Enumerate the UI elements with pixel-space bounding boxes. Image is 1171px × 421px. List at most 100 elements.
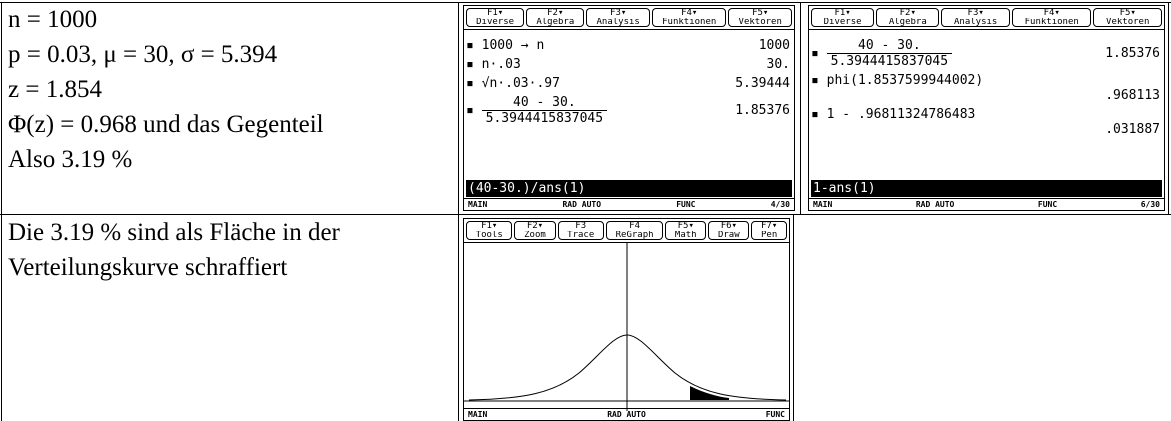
label: Vektoren: [729, 18, 791, 27]
result: 5.39444: [735, 76, 790, 91]
key: F3▾: [942, 9, 1009, 18]
toolbar-button[interactable]: F4▾Funktionen: [1012, 8, 1091, 27]
label: Trace: [559, 231, 603, 240]
numerator: 40 - 30.: [854, 38, 925, 53]
fraction: 40 - 30.5.3944415837045: [827, 38, 952, 69]
key: F1▾: [467, 222, 511, 231]
label: Vektoren: [1094, 18, 1161, 27]
status-item: FUNC: [766, 409, 785, 420]
label: Math: [666, 231, 705, 240]
input-text: 1 - .96811324786483: [827, 107, 976, 122]
toolbar-button[interactable]: F3▾Analysis: [941, 8, 1010, 27]
key: F5▾: [666, 222, 705, 231]
key: F3▾: [587, 9, 649, 18]
key: F7▾: [752, 222, 786, 231]
table-border: [1168, 2, 1169, 214]
toolbar-button[interactable]: F6▾Draw: [708, 221, 749, 240]
input-text: √n·.03·.97: [482, 76, 560, 91]
result: 1.85376: [735, 103, 790, 118]
key: F4▾: [1013, 9, 1090, 18]
entry-line[interactable]: 1-ans(1): [811, 180, 1162, 197]
toolbar-button[interactable]: F5▾Vektoren: [1093, 8, 1162, 27]
status-item: MAIN: [468, 199, 487, 210]
history-entry: ▪ 40 - 30.5.3944415837045 1.85376: [466, 95, 790, 126]
result: .968113: [811, 88, 1160, 103]
caption-line: Die 3.19 % sind als Fläche in der: [8, 215, 340, 250]
input: ▪ 40 - 30.5.3944415837045: [466, 95, 607, 126]
table-border: [1, 2, 2, 421]
toolbar-button[interactable]: F2▾Zoom: [514, 221, 555, 240]
input-text: n·.03: [482, 57, 521, 72]
toolbar: F1▾ToolsF2▾ZoomF3TraceF4ReGraphF5▾MathF6…: [464, 219, 789, 243]
input-text: 1000 → n: [482, 38, 545, 53]
key: F6▾: [709, 222, 748, 231]
label: Zoom: [515, 231, 554, 240]
status-item: MAIN: [813, 199, 832, 210]
history-entry: ▪ √n·.03·.97 5.39444: [466, 76, 790, 91]
key: F4: [607, 222, 662, 231]
page: n = 1000p = 0.03, μ = 30, σ = 5.394z = 1…: [0, 0, 1171, 421]
label: ReGraph: [607, 231, 662, 240]
label: Draw: [709, 231, 748, 240]
label: Funktionen: [653, 18, 725, 27]
label: Diverse: [467, 18, 523, 27]
calculator-screen: F1▾DiverseF2▾AlgebraF3▾AnalysisF4▾Funkti…: [808, 5, 1165, 211]
input: ▪ 1 - .96811324786483: [811, 107, 975, 122]
toolbar-button[interactable]: F2▾Algebra: [876, 8, 939, 27]
toolbar-button[interactable]: F7▾Pen: [751, 221, 787, 240]
label: Funktionen: [1013, 18, 1090, 27]
result: .031887: [811, 122, 1160, 137]
note-line: Φ(z) = 0.968 und das Gegenteil: [8, 107, 324, 142]
status-item: FUNC: [676, 199, 695, 210]
denominator: 5.3944415837045: [482, 110, 607, 126]
table-border: [793, 214, 794, 421]
note-line: Also 3.19 %: [8, 142, 324, 177]
status-bar: MAINRAD AUTOFUNC: [464, 408, 789, 420]
label: Diverse: [812, 18, 873, 27]
toolbar-button[interactable]: F4▾Funktionen: [652, 8, 726, 27]
key: F2▾: [527, 9, 583, 18]
history: ▪ 1000 → n1000▪ n·.0330.▪ √n·.03·.975.39…: [464, 30, 794, 126]
toolbar-button[interactable]: F1▾Tools: [466, 221, 512, 240]
table-border: [800, 2, 801, 214]
key: F3: [559, 222, 603, 231]
input: ▪ 40 - 30.5.3944415837045: [811, 38, 952, 69]
history-entry: ▪ 1 - .96811324786483.031887: [811, 107, 1160, 137]
toolbar-button[interactable]: F5▾Math: [665, 221, 706, 240]
graph: [464, 243, 790, 411]
status-item: 6/30: [1141, 199, 1160, 210]
key: F5▾: [729, 9, 791, 18]
denominator: 5.3944415837045: [827, 53, 952, 69]
toolbar-button[interactable]: F2▾Algebra: [526, 8, 584, 27]
key: F4▾: [653, 9, 725, 18]
key: F1▾: [467, 9, 523, 18]
entry-line[interactable]: (40-30.)/ans(1): [466, 180, 792, 197]
toolbar-button[interactable]: F1▾Diverse: [811, 8, 874, 27]
numerator: 40 - 30.: [509, 95, 580, 110]
input: ▪ n·.03: [466, 57, 521, 72]
key: F5▾: [1094, 9, 1161, 18]
graph-caption: Die 3.19 % sind als Fläche in derVerteil…: [8, 215, 340, 285]
toolbar-button[interactable]: F5▾Vektoren: [728, 8, 792, 27]
notes: n = 1000p = 0.03, μ = 30, σ = 5.394z = 1…: [8, 2, 324, 177]
history-entry: ▪ phi(1.8537599944002).968113: [811, 73, 1160, 103]
toolbar-button[interactable]: F3▾Analysis: [586, 8, 650, 27]
input: ▪ √n·.03·.97: [466, 76, 560, 91]
status-item: MAIN: [468, 409, 487, 420]
result: 1000: [759, 38, 790, 53]
status-item: RAD AUTO: [562, 199, 601, 210]
toolbar-button[interactable]: F1▾Diverse: [466, 8, 524, 27]
status-item: RAD AUTO: [916, 199, 955, 210]
input-text: phi(1.8537599944002): [827, 73, 984, 88]
